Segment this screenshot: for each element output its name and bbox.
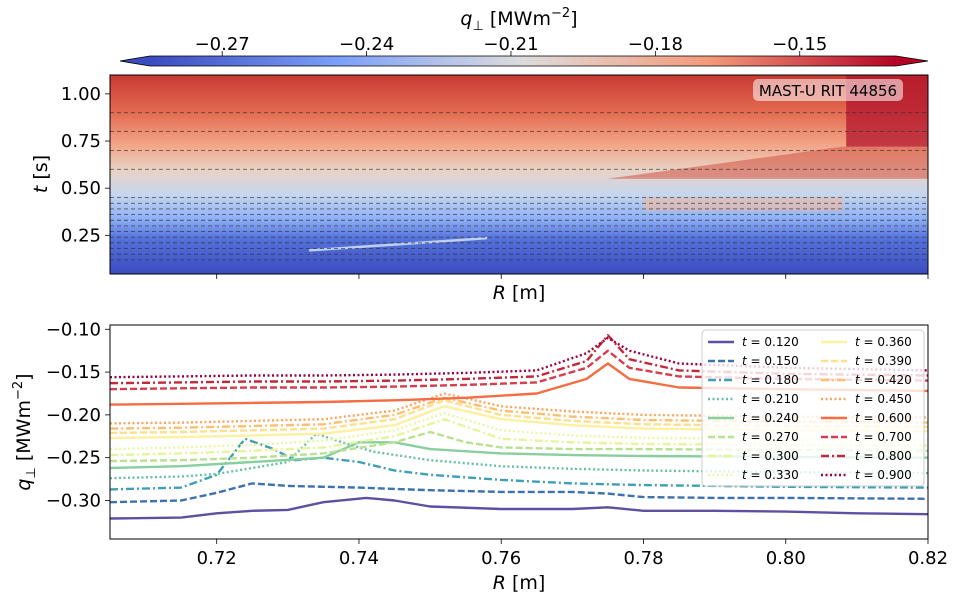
line-ytick-label: −0.30 [46, 490, 101, 511]
heatmap-panel: 0.250.500.751.00 MAST-U RIT 44856 t [s] … [30, 74, 929, 304]
legend-label: t = 0.240 [742, 411, 799, 425]
series-line [110, 405, 928, 440]
heatmap-xlabel: R [m] [493, 282, 546, 304]
legend-label: t = 0.150 [742, 354, 799, 368]
series-line [110, 430, 928, 463]
heatmap-frame [109, 74, 929, 275]
legend-label: t = 0.270 [742, 430, 799, 444]
series-line [110, 334, 928, 385]
line-ytick-label: −0.10 [46, 319, 101, 340]
legend: t = 0.120 t = 0.150 t = 0.180 t = 0.210 t = … [701, 329, 925, 487]
line-xtick-label: 0.72 [197, 548, 237, 569]
colorbar-tick-label: −0.15 [772, 34, 827, 55]
line-frame [109, 324, 929, 540]
series-line [110, 412, 928, 451]
line-ytick-label: −0.15 [46, 362, 101, 383]
colorbar-tick-label: −0.18 [628, 34, 683, 55]
colorbar-outline [119, 55, 929, 67]
heatmap-yticks: 0.25 0.50 0.75 1.00 [61, 84, 110, 246]
series-line [110, 432, 928, 480]
colorbar-tick-label: −0.24 [339, 34, 394, 55]
series-line [110, 336, 928, 379]
series-line [110, 349, 928, 391]
line-xtick-label: 0.80 [766, 548, 806, 569]
line-xtick-label: 0.74 [339, 548, 379, 569]
line-ytick-label: −0.20 [46, 405, 101, 426]
series-line [110, 362, 928, 406]
series-line [110, 437, 928, 491]
legend-label: t = 0.180 [742, 373, 799, 387]
heatmap-light-block [643, 197, 843, 211]
heatmap-trace-line [309, 236, 488, 252]
heatmap-strike-trace [309, 236, 488, 252]
series-line [110, 441, 928, 470]
legend-box [701, 329, 925, 487]
legend-label: t = 0.390 [855, 354, 912, 368]
legend-label: t = 0.900 [855, 468, 912, 482]
colorbar: q⊥ [MWm−2] −0.27 −0.24 −0.21 −0.18 −0.15 [119, 6, 929, 67]
colorbar-tick-label: −0.21 [483, 34, 538, 55]
colorbar-label: q⊥ [MWm−2] [460, 6, 577, 34]
heatmap-ytick-label: 0.50 [61, 178, 101, 199]
heatmap-ytick-label: 0.75 [61, 131, 101, 152]
line-xtick-label: 0.78 [623, 548, 663, 569]
heatmap-warm-wedge [607, 146, 928, 179]
legend-label: t = 0.800 [855, 449, 912, 463]
legend-label: t = 0.300 [742, 449, 799, 463]
legend-label: t = 0.330 [742, 468, 799, 482]
heatmap-xticks [216, 274, 929, 279]
heatmap-ytick-label: 0.25 [61, 225, 101, 246]
line-xlabel: R [m] [493, 572, 546, 594]
series-line [110, 482, 928, 504]
legend-label: t = 0.600 [855, 411, 912, 425]
line-yticks: −0.30 −0.25 −0.20 −0.15 −0.10 [46, 319, 110, 511]
line-xticks: 0.72 0.74 0.76 0.78 0.80 0.82 [197, 539, 948, 569]
series-line [110, 496, 928, 520]
line-ytick-label: −0.25 [46, 448, 101, 469]
annotation-text: MAST-U RIT 44856 [759, 82, 897, 100]
line-ylabel: q⊥ [MWm−2] [11, 373, 39, 490]
line-panel: −0.30−0.25−0.20−0.15−0.10 0.72 0.74 0.76 0.… [11, 319, 948, 594]
annotation-box [753, 79, 903, 101]
legend-label: t = 0.210 [742, 392, 799, 406]
line-xtick-label: 0.76 [481, 548, 521, 569]
line-xtick-label: 0.82 [908, 548, 948, 569]
colorbar-gradient [150, 56, 896, 66]
legend-label: t = 0.360 [855, 335, 912, 349]
heatmap-ytick-label: 1.00 [61, 84, 101, 105]
legend-label: t = 0.450 [855, 392, 912, 406]
time-lines [110, 112, 928, 261]
legend-label: t = 0.420 [855, 373, 912, 387]
heatmap-ylabel: t [s] [30, 155, 52, 193]
series-line [110, 392, 928, 425]
legend-label: t = 0.120 [742, 335, 799, 349]
colorbar-extend-low [120, 56, 150, 66]
line-series [110, 334, 928, 520]
colorbar-ticks: −0.27 −0.24 −0.21 −0.18 −0.15 [195, 34, 827, 56]
series-line [110, 418, 928, 457]
legend-label: t = 0.700 [855, 430, 912, 444]
colorbar-tick-label: −0.27 [195, 34, 250, 55]
colorbar-extend-high [896, 56, 928, 66]
